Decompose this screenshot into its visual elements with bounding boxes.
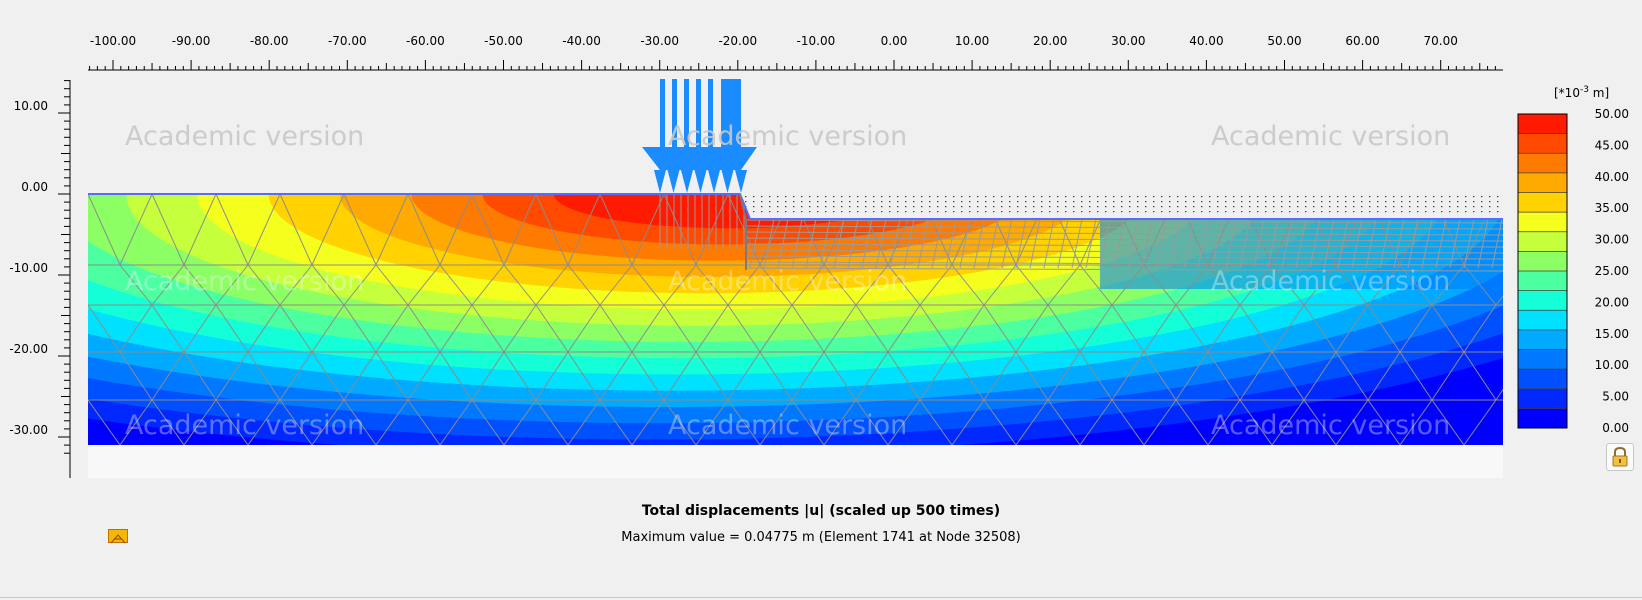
legend-swatch [1518,133,1567,154]
lock-button[interactable] [1606,443,1634,471]
legend-swatch [1518,408,1567,429]
legend-swatch [1518,192,1567,213]
legend-swatch [1518,212,1567,233]
load-arrow [667,170,680,193]
y-tick-label: 10.00 [14,99,48,113]
displacement-contours [88,194,1503,445]
load-bar [696,79,701,147]
x-tick-label: -60.00 [406,34,445,48]
watermark-text: Academic version [1211,266,1450,297]
watermark-text: Academic version [1211,121,1450,152]
load-arrow [721,170,734,193]
legend-swatch [1518,251,1567,272]
legend-swatch [1518,172,1567,193]
x-tick-label: -90.00 [172,34,211,48]
window-bottom-border [0,597,1642,598]
legend-unit: [*10-3 m] [1554,85,1610,100]
max-value-text: Maximum value = 0.04775 m (Element 1741 … [621,530,1021,545]
distributed-load[interactable] [642,79,757,193]
legend-label: 0.00 [1602,421,1629,435]
lower-boundary-strip [88,445,1503,478]
x-tick-label: 60.00 [1345,34,1379,48]
legend-label: 20.00 [1595,295,1629,309]
x-tick-label: 30.00 [1111,34,1145,48]
watermark-text: Academic version [668,410,907,441]
load-arrow [735,170,747,193]
x-tick-label: -10.00 [797,34,836,48]
x-axis: -100.00 -90.00 -80.00 -70.00 -60.00 -50.00 -40… [88,34,1503,71]
watermark-text: Academic version [125,410,364,441]
y-tick-label: -30.00 [9,423,48,437]
load-arrow [708,170,720,193]
legend-label: 50.00 [1595,107,1629,121]
x-tick-label: 40.00 [1189,34,1223,48]
x-tick-label: 70.00 [1424,34,1458,48]
x-tick-label: 20.00 [1033,34,1067,48]
load-arrow [694,170,707,193]
load-bar [672,79,677,147]
legend-label: 30.00 [1595,233,1629,247]
legend-label: 45.00 [1595,138,1629,152]
y-tick-label: -20.00 [9,342,48,356]
watermark-text: Academic version [668,266,907,297]
y-tick-label: 0.00 [21,180,48,194]
watermark-text: Academic version [125,266,364,297]
finite-element-mesh [88,194,1503,445]
load-bar [708,79,713,147]
legend-labels: 50.00 45.00 40.00 35.00 30.00 25.00 20.00 15.00… [1595,107,1629,435]
watermark-text: Academic version [1211,410,1450,441]
load-bar [684,79,689,147]
legend-swatch [1518,290,1567,311]
watermarks: Academic version Academic version Academic… [125,121,1450,441]
legend-swatch [1518,369,1567,390]
x-tick-label: 50.00 [1267,34,1301,48]
x-tick-label: -80.00 [250,34,289,48]
legend-swatch [1518,231,1567,252]
x-tick-label: -50.00 [484,34,523,48]
x-tick-label: -100.00 [90,34,136,48]
legend-label: 35.00 [1595,201,1629,215]
x-tick-label: -40.00 [562,34,601,48]
legend-swatch [1518,153,1567,174]
watermark-text: Academic version [668,121,907,152]
watermark-text: Academic version [125,121,364,152]
legend-label: 25.00 [1595,264,1629,278]
x-tick-label: 10.00 [955,34,989,48]
legend-swatch [1518,349,1567,370]
legend-swatch [1518,388,1567,409]
wall-line [739,193,747,270]
legend-label: 40.00 [1595,170,1629,184]
x-tick-label: 0.00 [881,34,908,48]
legend-swatch [1518,310,1567,331]
color-swatch-icon[interactable] [108,529,128,544]
load-base [642,147,757,170]
lock-icon [1612,446,1628,467]
x-tick-label: -20.00 [718,34,757,48]
legend-swatch [1518,329,1567,350]
load-arrow [654,170,666,193]
dry-cluster-pattern [742,194,1503,216]
legend-label: 10.00 [1595,358,1629,372]
legend-label: 5.00 [1602,390,1629,404]
y-tick-label: -10.00 [9,261,48,275]
soil-boundary [88,193,1503,220]
x-tick-label: -70.00 [328,34,367,48]
legend-swatch [1518,271,1567,292]
x-tick-label: -30.00 [640,34,679,48]
legend-colorbar [1517,113,1568,429]
load-bar [721,79,741,147]
y-axis: 10.00 0.00 -10.00 -20.00 -30.00 [9,80,71,478]
load-bar [660,79,665,147]
plot-title: Total displacements |u| (scaled up 500 t… [641,503,1001,519]
load-arrow [681,170,693,193]
legend-label: 15.00 [1595,327,1629,341]
legend-swatch [1518,114,1567,135]
